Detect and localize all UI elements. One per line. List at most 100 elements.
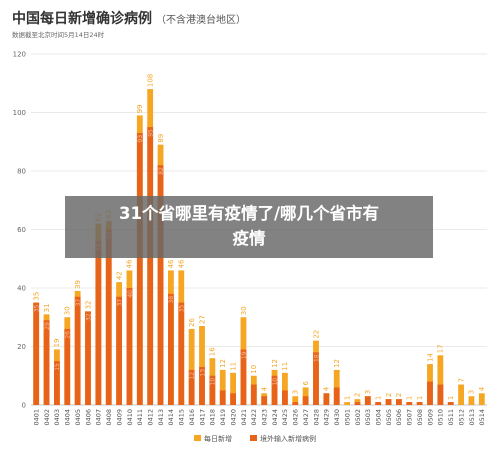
bar-imported <box>427 381 433 405</box>
chart-title-note: （不含港澳台地区） <box>156 15 246 26</box>
bar-daily-new <box>230 372 236 405</box>
bar-imported <box>240 349 247 405</box>
bar-value-label: 1 <box>406 396 414 400</box>
bar-imported <box>364 396 371 405</box>
x-tick-label: 0429 <box>323 409 331 426</box>
bar-imported-label: 37 <box>116 299 123 307</box>
bar-imported <box>323 393 330 405</box>
x-tick-label: 0412 <box>146 409 154 426</box>
x-tick-label: 0411 <box>136 409 144 426</box>
x-tick-label: 0510 <box>437 409 445 426</box>
x-tick-label: 0414 <box>167 409 175 426</box>
y-tick-label: 100 <box>13 109 26 117</box>
bar-daily-new <box>458 384 464 405</box>
bar-imported <box>282 390 288 405</box>
x-tick-label: 0503 <box>364 409 372 426</box>
bar-value-label: 99 <box>136 105 144 114</box>
x-tick-label: 0415 <box>178 409 186 426</box>
x-tick-label: 0512 <box>457 409 465 426</box>
bar-value-label: 11 <box>281 362 289 371</box>
bar-value-label: 35 <box>32 292 40 301</box>
x-tick-label: 0428 <box>312 409 320 426</box>
bar-value-label: 46 <box>126 259 134 268</box>
bar-imported <box>230 393 236 405</box>
bar-imported <box>219 390 226 405</box>
bar-imported-label: 35 <box>33 304 40 312</box>
bar-imported <box>250 384 257 405</box>
bar-daily-new <box>344 402 350 405</box>
bar-imported-label: 82 <box>158 167 165 175</box>
x-tick-label: 0426 <box>292 409 300 426</box>
x-tick-label: 0416 <box>188 409 196 426</box>
bar-imported-label: 19 <box>241 351 248 359</box>
bar-imported <box>105 229 112 405</box>
bar-value-label: 2 <box>354 393 362 397</box>
x-tick-label: 0430 <box>333 409 341 426</box>
bar-value-label: 42 <box>115 271 123 280</box>
x-tick-label: 0413 <box>157 409 165 426</box>
x-tick-label: 0417 <box>198 409 206 426</box>
x-tick-label: 0513 <box>468 409 476 426</box>
bar-daily-new <box>199 326 205 405</box>
y-tick-label: 40 <box>17 285 26 293</box>
headline-line-2: 疫情 <box>232 229 266 248</box>
bar-value-label: 2 <box>395 393 403 397</box>
bar-value-label: 19 <box>53 339 61 348</box>
bar-value-label: 6 <box>302 380 310 385</box>
x-tick-label: 0505 <box>385 409 393 426</box>
bar-value-label: 1 <box>416 396 424 400</box>
bar-imported <box>292 402 299 405</box>
bar-imported-label: 95 <box>147 129 154 137</box>
bar-imported-label: 37 <box>75 299 82 307</box>
legend-label: 境外输入新增病例 <box>260 434 316 443</box>
bar-imported <box>437 384 444 405</box>
headline-line-1: 31个省哪里有疫情了/哪几个省市有 <box>119 204 379 223</box>
bar-value-label: 1 <box>343 396 351 400</box>
bar-value-label: 2 <box>385 393 393 397</box>
bar-imported-label: 40 <box>127 290 134 298</box>
x-tick-label: 0421 <box>240 409 248 426</box>
x-tick-label: 0511 <box>447 409 455 426</box>
x-tick-label: 0404 <box>64 409 72 426</box>
bar-imported <box>333 387 340 405</box>
bar-imported <box>271 375 278 405</box>
bar-imported <box>85 311 91 405</box>
bar-imported-label: 29 <box>44 322 51 330</box>
bar-value-label: 12 <box>271 359 279 368</box>
x-tick-label: 0408 <box>105 409 113 426</box>
bar-imported <box>74 296 81 405</box>
bar-value-label: 39 <box>74 280 82 289</box>
bar-value-label: 16 <box>209 347 217 356</box>
bar-imported-label: 18 <box>313 354 320 362</box>
bar-value-label: 1 <box>374 396 382 400</box>
bar-imported-label: 10 <box>272 378 279 386</box>
bar-imported <box>54 361 60 405</box>
legend-swatch <box>194 435 201 441</box>
x-tick-label: 0403 <box>53 409 61 426</box>
bar-value-label: 27 <box>198 315 206 324</box>
chart-title: 中国每日新增确诊病例 （不含港澳台地区） <box>12 8 246 28</box>
x-tick-label: 0508 <box>416 409 424 426</box>
bar-imported-label: 15 <box>54 363 61 371</box>
headline-overlay: 31个省哪里有疫情了/哪几个省市有 疫情 <box>65 196 433 258</box>
x-tick-label: 0402 <box>43 409 51 426</box>
bar-value-label: 4 <box>323 386 331 391</box>
bar-imported-label: 93 <box>137 135 144 143</box>
bar-daily-new <box>282 372 288 405</box>
bar-value-label: 89 <box>157 134 165 143</box>
bar-imported-label: 26 <box>65 331 72 339</box>
bar-imported <box>116 296 122 405</box>
bar-value-label: 30 <box>64 306 72 315</box>
bar-imported <box>209 375 216 405</box>
bar-imported <box>199 366 205 405</box>
bar-value-label: 3 <box>292 390 300 394</box>
bar-value-label: 14 <box>426 353 434 362</box>
bar-imported <box>396 399 402 405</box>
bar-value-label: 1 <box>447 396 455 400</box>
legend-swatch <box>250 435 257 441</box>
x-tick-label: 0423 <box>260 409 268 426</box>
x-tick-label: 0509 <box>426 409 434 426</box>
x-tick-label: 0506 <box>395 409 403 426</box>
bar-imported-label: 35 <box>179 304 186 312</box>
